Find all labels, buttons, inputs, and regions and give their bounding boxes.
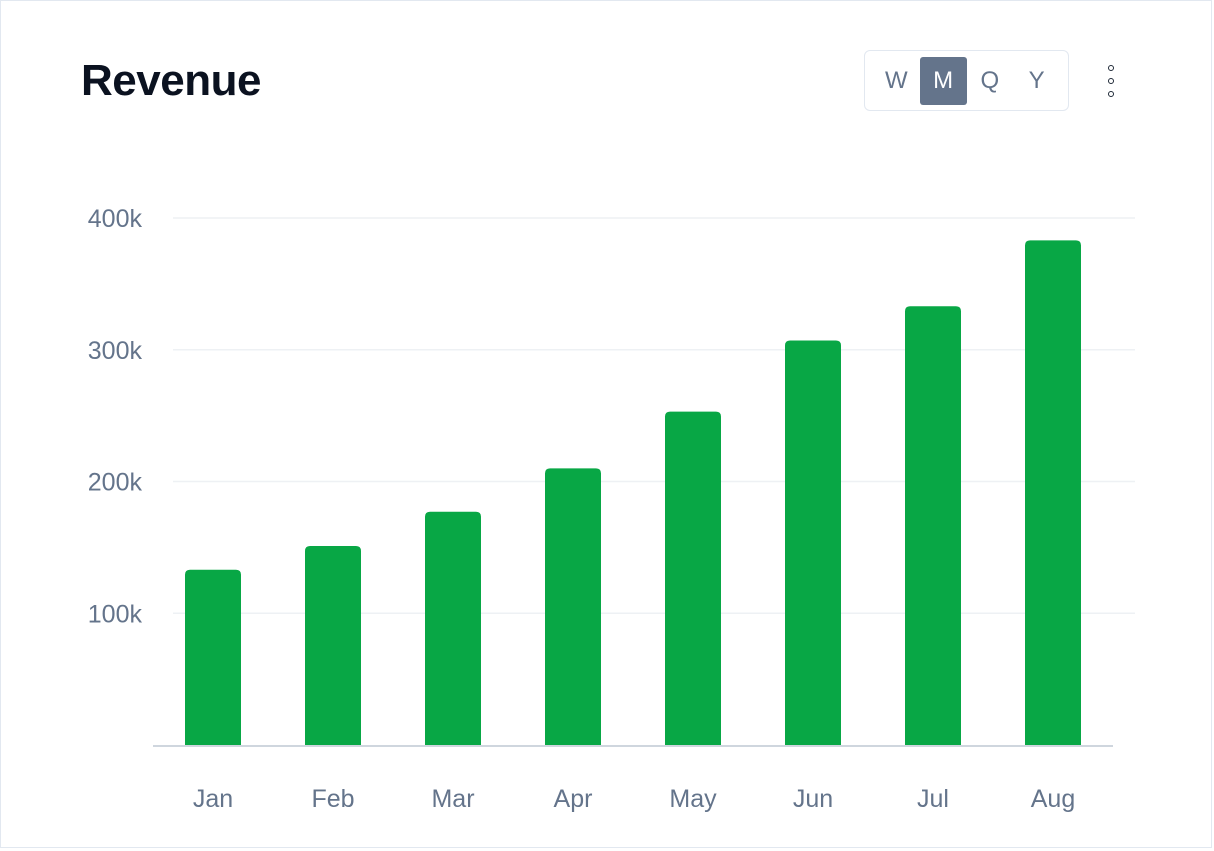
bar-jun[interactable]	[785, 340, 841, 745]
x-tick-label: May	[669, 785, 717, 813]
bar-mar[interactable]	[425, 511, 481, 745]
range-option-quarter[interactable]: Q	[980, 66, 1000, 94]
bar-jan[interactable]	[185, 569, 241, 745]
x-tick-label: Jul	[917, 785, 949, 813]
x-tick-label: Mar	[431, 785, 474, 813]
y-tick-label: 300k	[88, 337, 143, 365]
card-title: Revenue	[81, 56, 261, 105]
y-tick-label: 400k	[88, 205, 143, 233]
x-tick-label: Apr	[554, 785, 593, 813]
x-tick-label: Jun	[793, 785, 833, 813]
y-tick-label: 100k	[88, 600, 143, 628]
y-tick-label: 200k	[88, 469, 143, 497]
x-tick-label: Aug	[1031, 785, 1075, 813]
range-option-month[interactable]: M	[919, 56, 967, 105]
bar-feb[interactable]	[305, 546, 361, 745]
bar-aug[interactable]	[1025, 240, 1081, 745]
bar-may[interactable]	[665, 411, 721, 745]
bar-apr[interactable]	[545, 468, 601, 745]
time-range-toggle: W M Q Y	[864, 50, 1069, 111]
x-tick-label: Feb	[311, 785, 354, 813]
range-option-year[interactable]: Y	[1028, 66, 1045, 94]
x-tick-label: Jan	[193, 785, 233, 813]
more-options-icon[interactable]	[1097, 59, 1125, 103]
bar-jul[interactable]	[905, 306, 961, 745]
range-option-week[interactable]: W	[885, 66, 908, 94]
